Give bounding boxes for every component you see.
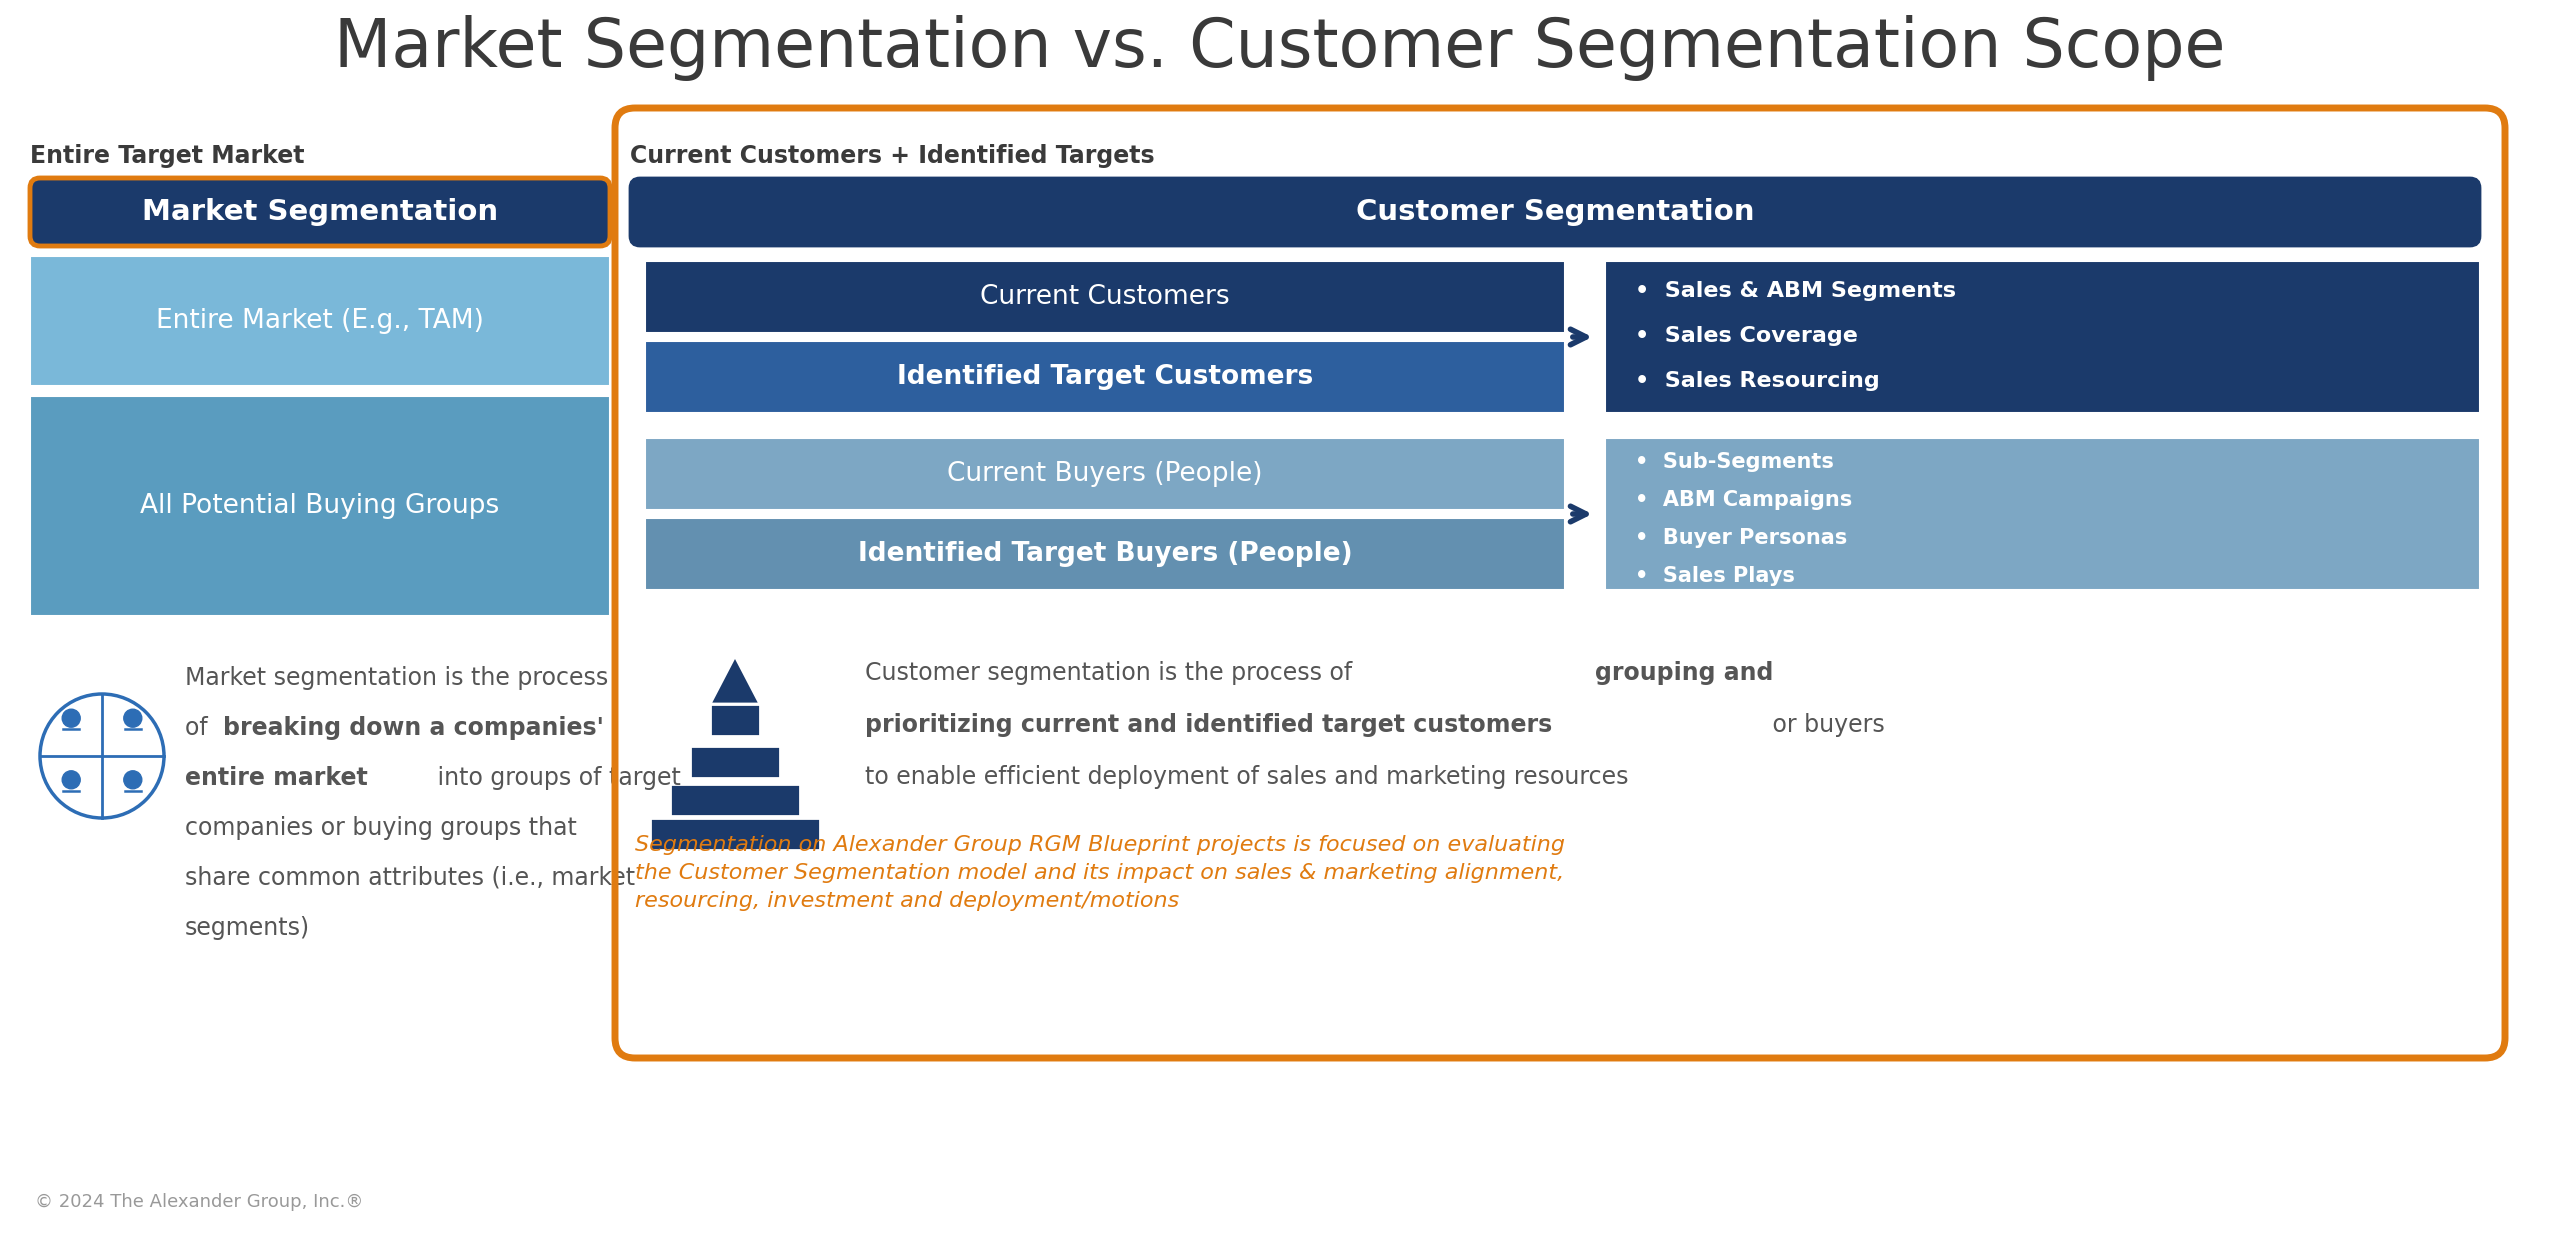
Bar — [671, 784, 799, 816]
Text: or buyers: or buyers — [1764, 713, 1884, 737]
FancyBboxPatch shape — [630, 178, 2481, 247]
Text: Customer Segmentation: Customer Segmentation — [1357, 199, 1754, 226]
Text: to enable efficient deployment of sales and marketing resources: to enable efficient deployment of sales … — [865, 764, 1628, 789]
Text: •  Buyer Personas: • Buyer Personas — [1636, 528, 1848, 547]
Text: entire market: entire market — [184, 766, 369, 790]
Bar — [1605, 261, 2481, 413]
Bar — [709, 704, 760, 736]
Text: Entire Target Market: Entire Target Market — [31, 144, 305, 168]
Text: breaking down a companies': breaking down a companies' — [223, 716, 604, 740]
FancyBboxPatch shape — [31, 178, 609, 247]
Text: •  Sales Plays: • Sales Plays — [1636, 566, 1795, 586]
Text: Current Customers: Current Customers — [980, 284, 1229, 309]
Text: Identified Target Buyers (People): Identified Target Buyers (People) — [858, 541, 1352, 567]
Text: Market segmentation is the process: Market segmentation is the process — [184, 666, 609, 690]
Bar — [645, 438, 1564, 510]
Text: •  Sales Resourcing: • Sales Resourcing — [1636, 371, 1879, 391]
Text: Customer segmentation is the process of: Customer segmentation is the process of — [865, 661, 1359, 686]
Text: Entire Market (E.g., TAM): Entire Market (E.g., TAM) — [156, 308, 484, 334]
Circle shape — [61, 709, 79, 727]
Circle shape — [123, 771, 141, 789]
Text: segments): segments) — [184, 916, 310, 940]
Text: •  Sales & ABM Segments: • Sales & ABM Segments — [1636, 281, 1956, 301]
Circle shape — [123, 709, 141, 727]
Bar — [31, 396, 609, 616]
Bar — [645, 518, 1564, 591]
Text: of: of — [184, 716, 215, 740]
Text: Segmentation on Alexander Group RGM Blueprint projects is focused on evaluating
: Segmentation on Alexander Group RGM Blue… — [635, 835, 1564, 911]
Text: •  ABM Campaigns: • ABM Campaigns — [1636, 490, 1853, 510]
Bar — [650, 817, 819, 850]
Circle shape — [61, 771, 79, 789]
Text: •  Sub-Segments: • Sub-Segments — [1636, 453, 1833, 472]
Text: grouping and: grouping and — [1595, 661, 1774, 686]
Text: prioritizing current and identified target customers: prioritizing current and identified targ… — [865, 713, 1551, 737]
Polygon shape — [709, 656, 760, 704]
Bar — [31, 256, 609, 386]
Text: into groups of target: into groups of target — [430, 766, 681, 790]
Text: •  Sales Coverage: • Sales Coverage — [1636, 326, 1859, 346]
Text: © 2024 The Alexander Group, Inc.®: © 2024 The Alexander Group, Inc.® — [36, 1194, 364, 1211]
Text: Identified Target Customers: Identified Target Customers — [896, 364, 1313, 390]
Bar — [645, 261, 1564, 333]
Text: Market Segmentation vs. Customer Segmentation Scope: Market Segmentation vs. Customer Segment… — [335, 15, 2225, 81]
Text: companies or buying groups that: companies or buying groups that — [184, 816, 576, 840]
Text: Market Segmentation: Market Segmentation — [141, 199, 499, 226]
Text: All Potential Buying Groups: All Potential Buying Groups — [141, 493, 499, 519]
Bar — [645, 342, 1564, 413]
Text: Current Customers + Identified Targets: Current Customers + Identified Targets — [630, 144, 1155, 168]
Bar — [691, 746, 781, 778]
Bar — [1605, 438, 2481, 591]
Text: share common attributes (i.e., market: share common attributes (i.e., market — [184, 866, 635, 890]
Text: Current Buyers (People): Current Buyers (People) — [947, 461, 1262, 487]
